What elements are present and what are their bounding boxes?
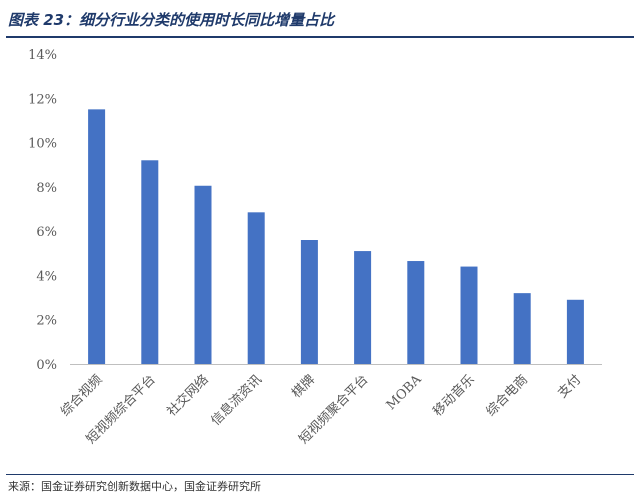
bar [460, 266, 478, 364]
y-tick-label: 0% [36, 358, 57, 373]
x-category-label: 移动音乐 [430, 372, 478, 420]
x-category-label: 综合电商 [484, 372, 531, 419]
bars [88, 109, 584, 364]
x-category-label: 棋牌 [289, 372, 319, 402]
bar [247, 212, 265, 364]
bar [300, 240, 318, 364]
bar [141, 160, 159, 364]
x-category-label: 社交网络 [164, 372, 212, 420]
y-axis-tick-labels: 0% 2% 4% 6% 8% 10% 12% 14% [28, 48, 57, 373]
bar [88, 109, 106, 364]
y-tick-label: 10% [28, 137, 57, 152]
x-category-label: MOBA [384, 372, 425, 413]
bar [194, 185, 212, 364]
x-category-label: 支付 [555, 372, 584, 401]
y-tick-label: 4% [36, 269, 57, 284]
bar [566, 299, 584, 364]
y-tick-label: 8% [36, 181, 57, 196]
y-tick-label: 12% [28, 92, 57, 107]
bar [354, 251, 372, 364]
y-tick-label: 14% [28, 48, 57, 63]
bar [513, 293, 531, 364]
y-tick-label: 6% [36, 225, 57, 240]
y-tick-label: 2% [36, 314, 57, 329]
x-category-label: 综合视频 [58, 372, 105, 419]
x-category-label: 信息流资讯 [208, 372, 265, 429]
figure-title: 图表 23：细分行业分类的使用时长同比增量占比 [8, 11, 335, 29]
bottom-rule [6, 474, 634, 475]
title-rule [6, 36, 634, 38]
bar [407, 261, 425, 364]
source-note: 来源：国金证券研究创新数据中心，国金证券研究所 [8, 480, 261, 493]
